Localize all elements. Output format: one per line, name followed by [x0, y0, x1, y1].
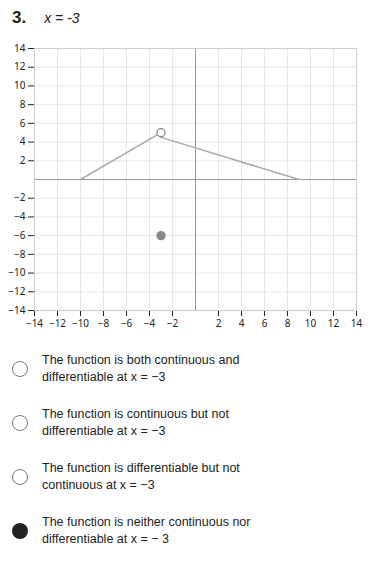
svg-text:12: 12	[328, 316, 340, 330]
svg-text:−8: −8	[98, 316, 110, 330]
html-text:differentiable at x = −3: differentiable at x = −3	[42, 370, 166, 384]
html-text:The function is neither contin: The function is neither continuous nor	[42, 515, 251, 529]
html-text:The function is continuous but: The function is continuous but not	[42, 407, 229, 421]
html-text:continuous at x = −3: continuous at x = −3	[42, 478, 155, 492]
svg-text:14: 14	[14, 41, 26, 55]
svg-text:−14: −14	[26, 316, 43, 330]
svg-text:−10: −10	[8, 265, 25, 279]
svg-text:−4: −4	[144, 316, 156, 330]
svg-text:−12: −12	[8, 284, 25, 298]
svg-text:−10: −10	[72, 316, 89, 330]
svg-text:−2: −2	[14, 190, 26, 204]
svg-text:−4: −4	[14, 209, 26, 223]
svg-text:−8: −8	[14, 247, 26, 261]
svg-text:8: 8	[285, 316, 291, 330]
html-text:3.: 3.	[12, 8, 27, 27]
svg-text:−6: −6	[121, 316, 133, 330]
svg-text:10: 10	[305, 316, 317, 330]
html-text:The function is both continuou: The function is both continuous and	[42, 353, 240, 367]
svg-text:−14: −14	[8, 303, 25, 317]
html-text:The function is differentiable: The function is differentiable but not	[42, 461, 240, 475]
svg-text:−2: −2	[167, 316, 179, 330]
svg-text:−6: −6	[14, 228, 26, 242]
svg-text:8: 8	[20, 97, 26, 111]
svg-text:4: 4	[20, 134, 26, 148]
svg-text:6: 6	[262, 316, 268, 330]
svg-text:14: 14	[351, 316, 363, 330]
svg-text:−12: −12	[49, 316, 66, 330]
svg-text:10: 10	[14, 78, 26, 92]
html-text:x = -3: x = -3	[44, 10, 80, 26]
html-text:differentiable at x = −3: differentiable at x = −3	[42, 424, 166, 438]
html-text:differentiable at x = − 3: differentiable at x = − 3	[42, 532, 169, 546]
svg-text:6: 6	[20, 116, 26, 130]
svg-text:4: 4	[239, 316, 245, 330]
svg-text:2: 2	[216, 316, 222, 330]
svg-text:2: 2	[20, 153, 26, 167]
svg-text:12: 12	[14, 59, 26, 73]
